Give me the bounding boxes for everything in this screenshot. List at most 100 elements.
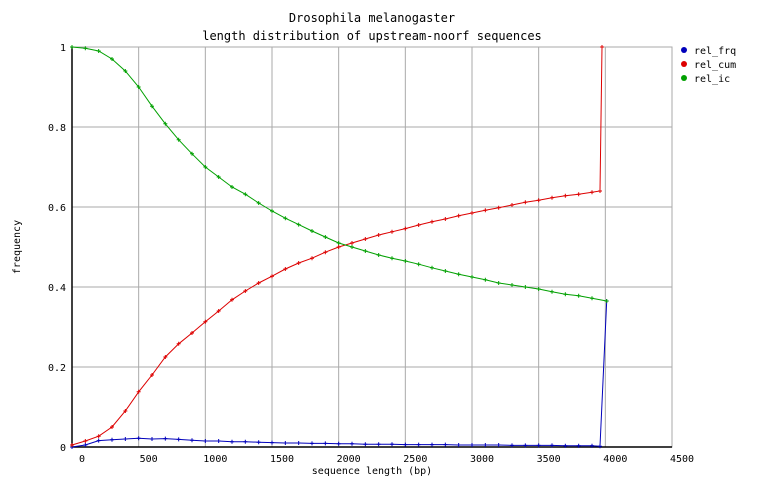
legend-marker-rel_ic bbox=[681, 75, 687, 81]
rel_frq-point bbox=[416, 442, 421, 447]
rel_cum-point bbox=[416, 223, 421, 227]
rel_frq-point bbox=[323, 441, 328, 446]
x-axis-label: sequence length (bp) bbox=[312, 466, 432, 477]
rel_ic-point bbox=[336, 241, 341, 245]
rel_ic-point bbox=[536, 287, 541, 291]
rel_cum-point bbox=[430, 219, 434, 224]
rel_cum-point bbox=[576, 192, 581, 197]
rel_ic-point bbox=[123, 69, 128, 73]
rel_ic-point bbox=[136, 85, 141, 89]
y-tick-label: 0 bbox=[60, 443, 66, 454]
series-lines bbox=[70, 45, 609, 449]
rel_ic-point bbox=[150, 104, 154, 109]
rel_frq-point bbox=[510, 443, 514, 448]
rel_ic-point bbox=[403, 259, 408, 263]
rel_frq-point bbox=[430, 442, 434, 447]
rel_frq-point bbox=[310, 441, 314, 446]
rel_ic-point bbox=[456, 272, 461, 277]
rel_ic-point bbox=[590, 296, 594, 301]
rel_cum-point bbox=[176, 341, 181, 346]
rel_cum-point bbox=[443, 217, 448, 221]
rel_frq-point bbox=[336, 441, 341, 446]
rel_cum-point bbox=[96, 434, 101, 439]
x-tick-label: 4500 bbox=[670, 454, 694, 465]
rel_cum-point bbox=[600, 45, 604, 49]
rel_cum-point bbox=[283, 267, 288, 271]
rel_frq-point bbox=[96, 438, 101, 443]
rel_frq-point bbox=[523, 443, 528, 448]
rel_frq-point bbox=[390, 442, 394, 447]
rel_frq-point bbox=[216, 439, 221, 443]
rel_cum-point bbox=[110, 425, 114, 429]
rel_ic-point bbox=[550, 289, 554, 294]
rel_ic-point bbox=[83, 46, 88, 51]
rel_frq-point bbox=[136, 436, 141, 441]
y-axis-label: frequency bbox=[12, 220, 23, 274]
tick-labels: 0 500 1000 1500 2000 2500 3000 3500 4000 4500 0 0.2… bbox=[48, 43, 694, 465]
rel_ic-point bbox=[483, 277, 488, 282]
rel_cum-point bbox=[310, 256, 314, 261]
legend-marker-rel_frq bbox=[681, 47, 687, 53]
rel_frq-point bbox=[350, 441, 354, 446]
rel_ic-point bbox=[470, 275, 474, 279]
rel_frq-point bbox=[150, 437, 154, 441]
rel_frq-line bbox=[71, 300, 608, 448]
rel_cum-point bbox=[190, 331, 194, 335]
rel_cum-point bbox=[83, 439, 88, 443]
rel_cum-point bbox=[270, 274, 274, 279]
rel_ic-point bbox=[270, 209, 274, 213]
rel_ic-point bbox=[230, 185, 234, 189]
legend-label-rel_ic: rel_ic bbox=[694, 74, 730, 85]
rel_ic-point bbox=[523, 285, 528, 289]
rel_cum-point bbox=[243, 289, 248, 293]
chart-title: Drosophila melanogaster bbox=[289, 11, 455, 25]
rel_ic-point bbox=[416, 262, 421, 267]
rel_ic-line bbox=[71, 46, 607, 302]
rel_frq-point bbox=[403, 442, 408, 447]
rel_ic-point bbox=[70, 45, 74, 49]
plot-frame bbox=[71, 46, 673, 448]
legend: rel_frq rel_cum rel_ic bbox=[681, 46, 736, 85]
series-rel_cum bbox=[70, 45, 604, 447]
rel_ic-point bbox=[510, 283, 514, 287]
rel_frq-point bbox=[163, 436, 168, 441]
legend-marker-rel_cum bbox=[681, 61, 687, 67]
rel_ic-point bbox=[96, 49, 101, 53]
series-rel_frq bbox=[70, 299, 609, 449]
rel_ic-point bbox=[496, 281, 501, 285]
rel_cum-point bbox=[323, 250, 328, 255]
x-tick-label: 1500 bbox=[270, 454, 294, 465]
rel_cum-point bbox=[510, 203, 514, 207]
rel_ic-point bbox=[216, 175, 221, 179]
rel_ic-point bbox=[190, 151, 194, 156]
rel_cum-point bbox=[70, 443, 74, 447]
rel_cum-point bbox=[563, 193, 568, 198]
rel_frq-point bbox=[123, 437, 128, 441]
rel_frq-point bbox=[110, 437, 114, 442]
rel_ic-point bbox=[323, 235, 328, 239]
rel_frq-point bbox=[563, 443, 568, 448]
rel_frq-point bbox=[83, 443, 88, 447]
rel_frq-point bbox=[283, 441, 288, 445]
rel_ic-point bbox=[376, 253, 381, 257]
rel_frq-point bbox=[190, 438, 194, 443]
rel_cum-point bbox=[536, 198, 541, 203]
rel_cum-point bbox=[496, 205, 501, 210]
rel_frq-point bbox=[470, 443, 474, 447]
x-tick-label: 2500 bbox=[403, 454, 427, 465]
rel_frq-point bbox=[443, 442, 448, 447]
rel_cum-point bbox=[456, 213, 461, 218]
rel_ic-point bbox=[243, 192, 248, 197]
rel_cum-point bbox=[256, 281, 261, 285]
rel_frq-point bbox=[550, 443, 554, 448]
rel_cum-point bbox=[376, 233, 381, 237]
x-tick-label: 3000 bbox=[470, 454, 494, 465]
rel_frq-point bbox=[363, 442, 368, 447]
rel_ic-point bbox=[283, 216, 288, 221]
rel_frq-point bbox=[590, 443, 594, 448]
y-tick-label: 0.4 bbox=[48, 283, 66, 294]
x-tick-label: 2000 bbox=[337, 454, 361, 465]
rel_frq-point bbox=[256, 440, 261, 445]
grid bbox=[71, 46, 673, 448]
rel_cum-point bbox=[390, 229, 394, 234]
